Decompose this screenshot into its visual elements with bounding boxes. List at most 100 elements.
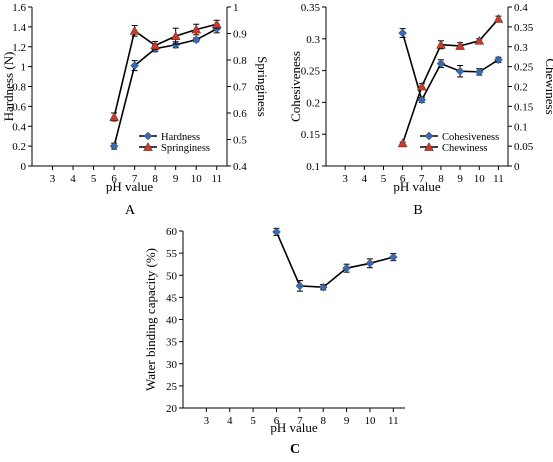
y-tick-label: 50 <box>166 270 178 282</box>
y2-tick-label: 0.3 <box>514 42 528 54</box>
y2-tick-label: 0.9 <box>233 29 247 41</box>
x-axis-label: pH value <box>393 179 441 194</box>
y-tick-label: 0.3 <box>306 34 320 46</box>
legend-marker <box>424 131 434 141</box>
x-tick-label: 11 <box>388 415 399 427</box>
y2-tick-label: 0 <box>514 161 520 173</box>
y2-tick-label: 0.4 <box>233 161 247 173</box>
hardness-data-point <box>109 141 119 151</box>
x-tick-label: 8 <box>438 173 444 185</box>
y2-tick-label: 0.7 <box>233 82 247 94</box>
x-tick-label: 7 <box>297 415 303 427</box>
chewiness-data-point <box>474 35 485 45</box>
x-tick-label: 8 <box>320 415 326 427</box>
x-tick-label: 6 <box>111 173 117 185</box>
chewiness-data-point <box>436 39 446 49</box>
x-tick-label: 6 <box>400 173 406 185</box>
x-tick-label: 7 <box>132 173 138 185</box>
y-tick-label: 0 <box>21 161 27 173</box>
data-data-point <box>295 281 305 291</box>
data-data-point <box>389 252 398 262</box>
cohesiveness-data-point <box>474 67 484 77</box>
y-tick-label: 40 <box>166 315 178 327</box>
y-tick-label: 0.15 <box>301 129 321 141</box>
data-data-point <box>342 263 351 273</box>
chewiness-data-point <box>493 14 504 23</box>
y-tick-label: 25 <box>166 381 178 393</box>
legend-label: Springiness <box>161 143 210 154</box>
y2-tick-label: 0.35 <box>514 22 534 34</box>
x-tick-label: 5 <box>250 415 256 427</box>
cohesiveness-data-point <box>455 66 465 76</box>
y2-axis-label: Chewiness <box>543 58 553 114</box>
y-tick-label: 30 <box>166 359 178 371</box>
y-tick-label: 20 <box>166 403 178 415</box>
x-tick-label: 6 <box>274 415 280 427</box>
x-axis-label: pH value <box>106 179 154 194</box>
y-tick-label: 0.4 <box>12 121 26 133</box>
y-tick-label: 0.6 <box>12 101 26 113</box>
x-tick-label: 11 <box>493 173 504 185</box>
x-tick-label: 4 <box>227 415 233 427</box>
y2-tick-label: 1 <box>233 2 239 14</box>
y-tick-label: 45 <box>166 292 178 304</box>
x-tick-label: 10 <box>474 173 486 185</box>
y2-tick-label: 0.4 <box>514 2 528 14</box>
chewiness-data-point <box>416 81 427 91</box>
y2-tick-label: 0.6 <box>233 108 247 120</box>
hardness-data-point <box>191 35 201 45</box>
x-axis-label: pH value <box>270 420 318 435</box>
y2-axis-label: Springiness <box>255 56 270 117</box>
chewiness-data-point <box>397 138 408 148</box>
cohesiveness-series-line <box>401 32 499 102</box>
cohesiveness-data-point <box>494 55 503 65</box>
cohesiveness-data-point <box>398 28 407 38</box>
x-tick-label: 7 <box>419 173 425 185</box>
y-tick-label: 60 <box>166 226 178 238</box>
y-tick-label: 55 <box>166 248 178 260</box>
legend-label: Cohesiveness <box>442 132 499 143</box>
legend-marker <box>424 142 434 151</box>
springiness-series-line <box>113 23 217 118</box>
y-axis-label: Hardness (N) <box>1 52 16 122</box>
chewiness-data-point <box>455 41 465 50</box>
cohesiveness-data-point <box>436 59 446 68</box>
springiness-data-point <box>109 112 119 121</box>
x-tick-label: 10 <box>191 173 203 185</box>
x-tick-label: 11 <box>211 173 222 185</box>
y-tick-label: 1 <box>21 62 27 74</box>
y-tick-label: 0.25 <box>301 66 321 78</box>
y-axis-label: Water binding capacity (%) <box>143 248 158 391</box>
x-tick-label: 9 <box>457 173 463 185</box>
x-tick-label: 10 <box>364 415 376 427</box>
x-tick-label: 4 <box>362 173 368 185</box>
y-tick-label: 35 <box>166 337 178 349</box>
panel-a-label: A <box>125 203 136 218</box>
data-data-point <box>365 259 375 268</box>
x-tick-label: 9 <box>173 173 179 185</box>
panel-a-chart: 3 4 5 6 7 8 9 10 11 0 0.2 0.4 0.6 0.8 1 1.2 1.4 1.6 0.4 0.5… <box>1 2 270 194</box>
legend-label: Hardness <box>161 132 200 143</box>
x-tick-label: 4 <box>70 173 76 185</box>
hardness-data-point <box>130 61 139 70</box>
x-tick-label: 3 <box>204 415 210 427</box>
y-tick-label: 0.35 <box>301 2 321 14</box>
x-tick-label: 8 <box>152 173 158 185</box>
springiness-data-point <box>150 40 160 50</box>
hardness-data-point <box>171 40 180 50</box>
y-tick-label: 0.2 <box>306 97 320 109</box>
chewiness-series-line <box>401 18 500 144</box>
springiness-data-point <box>170 31 181 40</box>
y2-tick-label: 0.5 <box>233 135 247 147</box>
y2-tick-label: 0.8 <box>233 55 247 67</box>
cohesiveness-data-point <box>417 95 427 105</box>
y-tick-label: 0.8 <box>12 82 26 94</box>
hardness-series-line <box>113 28 218 147</box>
y-tick-label: 1.6 <box>12 2 26 14</box>
y-tick-label: 0.1 <box>306 161 320 173</box>
y2-tick-label: 0.25 <box>514 62 534 74</box>
x-tick-label: 5 <box>381 173 387 185</box>
y-tick-label: 1.4 <box>12 22 26 34</box>
